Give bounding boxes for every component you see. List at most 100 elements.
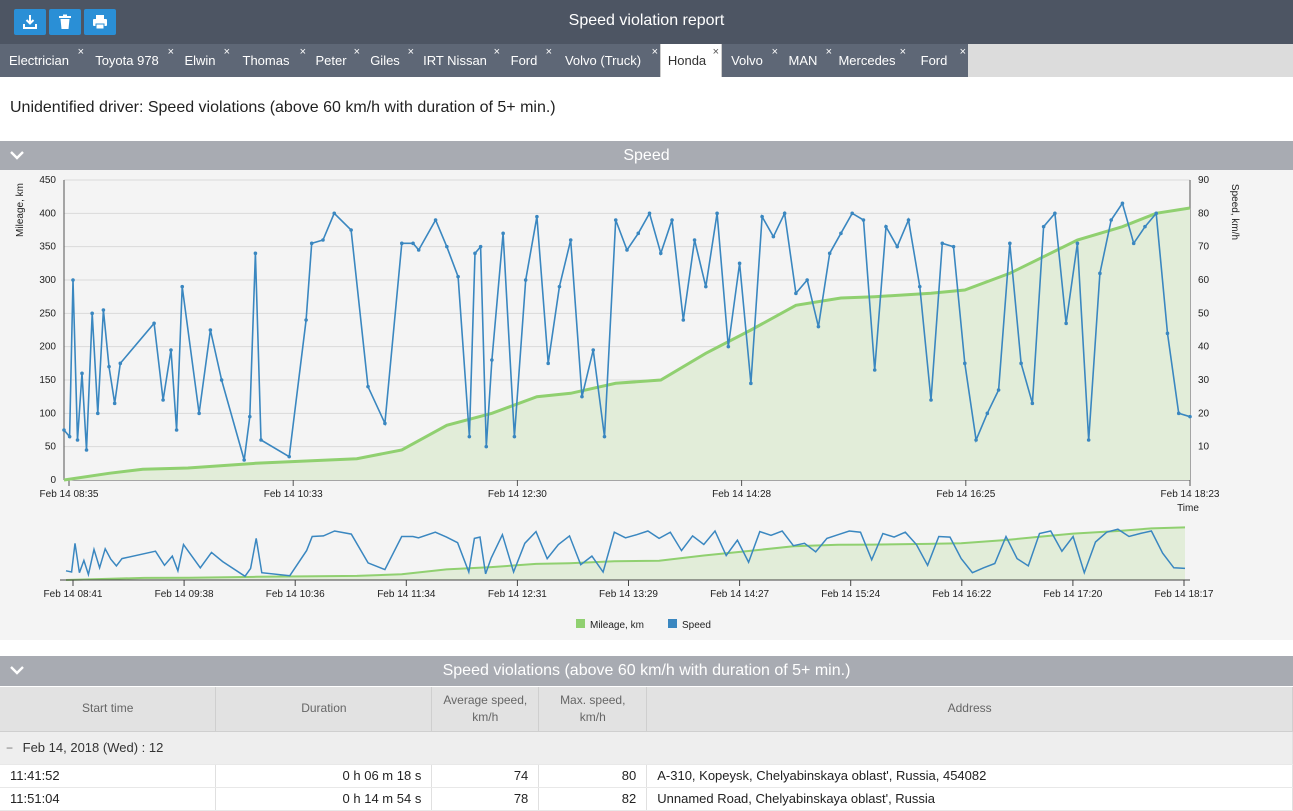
close-icon[interactable]: ×	[771, 46, 778, 58]
tab-peter[interactable]: Peter ×	[308, 44, 362, 77]
speed-point[interactable]	[349, 228, 353, 232]
col-average-speed[interactable]: Average speed, km/h	[431, 687, 540, 732]
speed-point[interactable]	[917, 284, 922, 289]
speed-point[interactable]	[259, 438, 263, 442]
speed-point[interactable]	[839, 231, 843, 236]
tab-elwin[interactable]: Elwin ×	[176, 44, 232, 77]
speed-point[interactable]	[1008, 241, 1012, 246]
speed-point[interactable]	[1143, 224, 1147, 229]
speed-point[interactable]	[304, 318, 308, 322]
legend-item-speed[interactable]: Speed	[682, 620, 711, 631]
speed-point[interactable]	[1086, 438, 1091, 442]
speed-point[interactable]	[101, 308, 106, 312]
col-start-time[interactable]: Start time	[0, 687, 217, 732]
speed-point[interactable]	[872, 368, 877, 372]
speed-point[interactable]	[112, 401, 117, 406]
speed-point[interactable]	[467, 434, 472, 439]
col-max-speed[interactable]: Max. speed, km/h	[538, 687, 648, 732]
speed-point[interactable]	[118, 361, 123, 366]
speed-point[interactable]	[366, 384, 370, 389]
speed-point[interactable]	[568, 238, 573, 242]
speed-point[interactable]	[681, 318, 686, 322]
speed-point[interactable]	[794, 291, 798, 296]
speed-point[interactable]	[737, 261, 742, 266]
speed-point[interactable]	[90, 311, 94, 316]
speed-point[interactable]	[985, 411, 990, 416]
col-address[interactable]: Address	[646, 687, 1293, 732]
speed-point[interactable]	[242, 458, 246, 462]
speed-point[interactable]	[80, 371, 84, 376]
close-icon[interactable]: ×	[77, 46, 84, 58]
speed-point[interactable]	[557, 284, 562, 289]
speed-point[interactable]	[1165, 331, 1170, 336]
speed-point[interactable]	[850, 211, 854, 216]
speed-point[interactable]	[67, 434, 72, 439]
speed-point[interactable]	[180, 284, 185, 289]
speed-point[interactable]	[1064, 321, 1068, 326]
print-button[interactable]	[84, 9, 116, 35]
close-icon[interactable]: ×	[223, 46, 230, 58]
collapse-toggle[interactable]: −	[6, 741, 14, 755]
mileage-line[interactable]	[63, 206, 1191, 482]
speed-point[interactable]	[1120, 201, 1125, 206]
speed-point[interactable]	[535, 214, 539, 219]
speed-point[interactable]	[546, 361, 550, 366]
speed-point[interactable]	[884, 224, 888, 229]
speed-point[interactable]	[963, 361, 967, 366]
speed-point[interactable]	[895, 244, 900, 249]
tab-volvo-truck[interactable]: Volvo (Truck) ×	[554, 44, 660, 77]
speed-point[interactable]	[473, 251, 477, 256]
close-icon[interactable]: ×	[899, 46, 906, 58]
speed-point[interactable]	[591, 348, 596, 352]
speed-point[interactable]	[929, 398, 933, 402]
speed-point[interactable]	[174, 428, 179, 432]
speed-point[interactable]	[1030, 401, 1035, 406]
tab-giles[interactable]: Giles ×	[362, 44, 416, 77]
table-row[interactable]: 11:41:52 0 h 06 m 18 s 74 80 A-310, Kope…	[0, 764, 1293, 788]
speed-point[interactable]	[411, 241, 415, 246]
speed-point[interactable]	[636, 231, 641, 236]
tab-irt-nissan[interactable]: IRT Nissan ×	[416, 44, 502, 77]
speed-point[interactable]	[169, 348, 173, 352]
chevron-down-icon[interactable]	[9, 149, 25, 163]
speed-point[interactable]	[208, 328, 213, 332]
speed-point[interactable]	[1176, 411, 1181, 416]
speed-point[interactable]	[861, 218, 866, 222]
tab-ford[interactable]: Ford ×	[908, 44, 968, 77]
speed-point[interactable]	[602, 434, 607, 439]
close-icon[interactable]: ×	[545, 46, 552, 58]
speed-point[interactable]	[253, 251, 258, 256]
tab-honda[interactable]: Honda ×	[660, 44, 722, 77]
tab-thomas[interactable]: Thomas ×	[232, 44, 308, 77]
speed-point[interactable]	[287, 454, 292, 459]
speed-point[interactable]	[484, 444, 489, 449]
speed-point[interactable]	[84, 448, 89, 452]
close-icon[interactable]: ×	[407, 46, 414, 58]
close-icon[interactable]: ×	[493, 46, 500, 58]
speed-point[interactable]	[332, 211, 337, 216]
speed-point[interactable]	[75, 438, 80, 442]
speed-point[interactable]	[247, 414, 252, 419]
speed-point[interactable]	[95, 411, 100, 416]
speed-point[interactable]	[1188, 414, 1192, 419]
close-icon[interactable]: ×	[959, 46, 966, 58]
chevron-down-icon[interactable]	[9, 664, 25, 678]
speed-point[interactable]	[1075, 241, 1080, 246]
speed-point[interactable]	[1053, 211, 1057, 216]
speed-point[interactable]	[433, 218, 438, 222]
speed-point[interactable]	[940, 241, 945, 246]
speed-point[interactable]	[782, 211, 787, 216]
speed-section-header[interactable]: Speed	[0, 141, 1293, 171]
speed-point[interactable]	[400, 241, 404, 246]
speed-point[interactable]	[670, 218, 674, 222]
speed-point[interactable]	[805, 278, 809, 282]
close-icon[interactable]: ×	[825, 46, 832, 58]
speed-point[interactable]	[771, 234, 776, 239]
speed-point[interactable]	[580, 394, 584, 399]
speed-point[interactable]	[715, 211, 719, 216]
speed-point[interactable]	[704, 284, 708, 289]
col-duration[interactable]: Duration	[215, 687, 433, 732]
speed-point[interactable]	[1098, 271, 1102, 276]
close-icon[interactable]: ×	[299, 46, 306, 58]
speed-point[interactable]	[512, 434, 517, 439]
